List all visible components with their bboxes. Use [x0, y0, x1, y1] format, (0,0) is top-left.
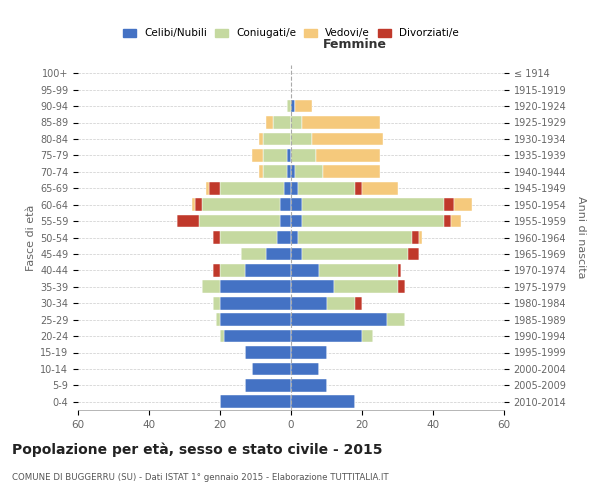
Bar: [302, 214, 443, 228]
Bar: [451, 214, 461, 228]
Bar: [213, 264, 220, 277]
Bar: [398, 280, 404, 293]
Bar: [362, 330, 373, 342]
Bar: [245, 379, 291, 392]
Bar: [398, 264, 401, 277]
Bar: [291, 214, 302, 228]
Bar: [259, 166, 263, 178]
Bar: [252, 362, 291, 376]
Bar: [280, 198, 291, 211]
Bar: [252, 149, 263, 162]
Bar: [202, 198, 280, 211]
Bar: [280, 214, 291, 228]
Bar: [412, 231, 419, 244]
Bar: [291, 280, 334, 293]
Bar: [209, 182, 220, 194]
Bar: [266, 116, 273, 129]
Text: COMUNE DI BUGGERRU (SU) - Dati ISTAT 1° gennaio 2015 - Elaborazione TUTTITALIA.I: COMUNE DI BUGGERRU (SU) - Dati ISTAT 1° …: [12, 472, 389, 482]
Y-axis label: Fasce di età: Fasce di età: [26, 204, 36, 270]
Bar: [277, 231, 291, 244]
Bar: [220, 297, 291, 310]
Bar: [291, 149, 316, 162]
Bar: [287, 100, 291, 112]
Bar: [443, 198, 454, 211]
Bar: [220, 231, 277, 244]
Bar: [291, 313, 387, 326]
Bar: [419, 231, 422, 244]
Text: Popolazione per età, sesso e stato civile - 2015: Popolazione per età, sesso e stato civil…: [12, 442, 383, 457]
Bar: [217, 313, 220, 326]
Bar: [220, 264, 245, 277]
Bar: [220, 313, 291, 326]
Bar: [266, 248, 291, 260]
Bar: [302, 198, 443, 211]
Bar: [316, 149, 380, 162]
Bar: [291, 231, 298, 244]
Bar: [220, 330, 224, 342]
Bar: [191, 198, 195, 211]
Bar: [295, 166, 323, 178]
Bar: [291, 362, 319, 376]
Bar: [408, 248, 419, 260]
Bar: [302, 116, 380, 129]
Bar: [284, 182, 291, 194]
Legend: Celibi/Nubili, Coniugati/e, Vedovi/e, Divorziati/e: Celibi/Nubili, Coniugati/e, Vedovi/e, Di…: [120, 26, 462, 42]
Bar: [291, 297, 326, 310]
Bar: [287, 149, 291, 162]
Bar: [323, 166, 380, 178]
Bar: [291, 264, 319, 277]
Bar: [295, 100, 313, 112]
Bar: [291, 100, 295, 112]
Bar: [387, 313, 404, 326]
Bar: [362, 182, 398, 194]
Bar: [291, 330, 362, 342]
Bar: [213, 297, 220, 310]
Bar: [291, 182, 298, 194]
Bar: [220, 182, 284, 194]
Bar: [263, 132, 291, 145]
Bar: [199, 214, 280, 228]
Bar: [291, 198, 302, 211]
Bar: [355, 297, 362, 310]
Bar: [202, 280, 220, 293]
Bar: [291, 248, 302, 260]
Bar: [178, 214, 199, 228]
Bar: [291, 132, 313, 145]
Y-axis label: Anni di nascita: Anni di nascita: [576, 196, 586, 279]
Bar: [263, 149, 287, 162]
Bar: [291, 166, 295, 178]
Text: Femmine: Femmine: [323, 38, 387, 51]
Bar: [195, 198, 202, 211]
Bar: [298, 182, 355, 194]
Bar: [334, 280, 398, 293]
Bar: [298, 231, 412, 244]
Bar: [313, 132, 383, 145]
Bar: [220, 396, 291, 408]
Bar: [355, 182, 362, 194]
Bar: [245, 346, 291, 359]
Bar: [302, 248, 408, 260]
Bar: [319, 264, 398, 277]
Bar: [454, 198, 472, 211]
Bar: [241, 248, 266, 260]
Bar: [259, 132, 263, 145]
Bar: [291, 396, 355, 408]
Bar: [263, 166, 287, 178]
Bar: [220, 280, 291, 293]
Bar: [245, 264, 291, 277]
Bar: [213, 231, 220, 244]
Bar: [287, 166, 291, 178]
Bar: [291, 379, 326, 392]
Bar: [224, 330, 291, 342]
Bar: [291, 116, 302, 129]
Bar: [273, 116, 291, 129]
Bar: [206, 182, 209, 194]
Bar: [443, 214, 451, 228]
Bar: [291, 346, 326, 359]
Bar: [326, 297, 355, 310]
